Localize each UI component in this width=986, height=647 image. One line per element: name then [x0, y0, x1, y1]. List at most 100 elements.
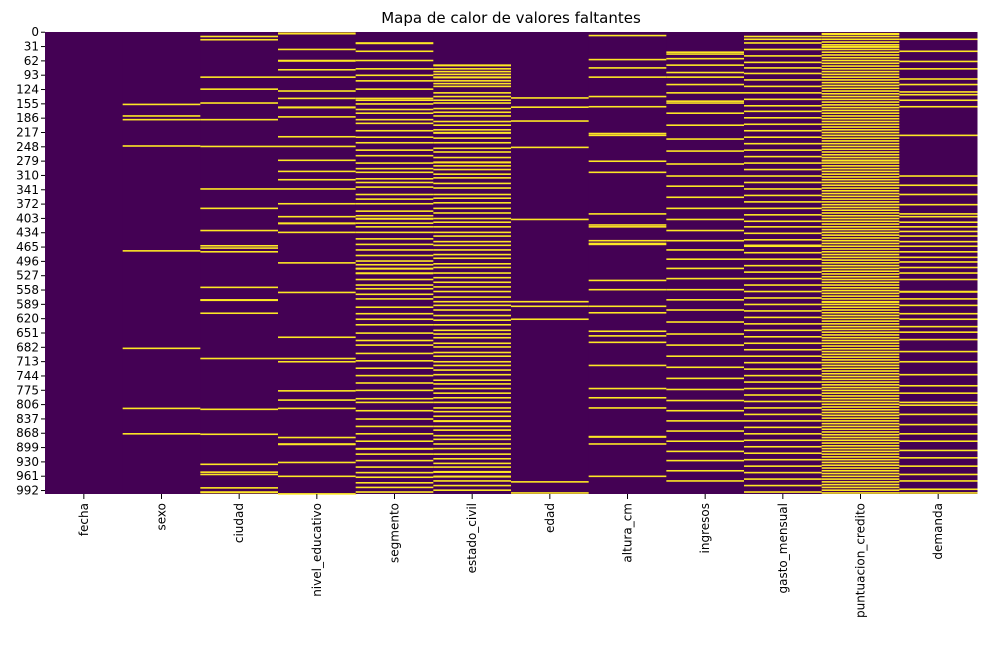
missing-cell [588, 341, 667, 344]
heatmap-column-ciudad [200, 32, 279, 494]
missing-cell [744, 348, 823, 351]
missing-cell [821, 433, 900, 436]
missing-cell [899, 230, 978, 233]
missing-cell [821, 309, 900, 311]
missing-cell [821, 289, 900, 292]
missing-cell [433, 429, 512, 431]
missing-cell [666, 102, 745, 104]
missing-cell [899, 134, 978, 137]
missing-cell [355, 425, 434, 428]
missing-cell [821, 395, 900, 397]
missing-cell [821, 411, 900, 414]
missing-cell [821, 331, 900, 333]
missing-cell [821, 420, 900, 422]
missing-cell [744, 129, 823, 132]
y-tick-label: 31 [24, 40, 39, 54]
missing-cell [821, 234, 900, 236]
heatmap-cells [45, 32, 978, 495]
missing-cell [355, 162, 434, 164]
missing-cell [744, 232, 823, 235]
missing-cell [433, 231, 512, 234]
missing-cell [744, 98, 823, 101]
missing-cell [821, 270, 900, 272]
missing-cell [433, 161, 512, 164]
missing-cell [355, 112, 434, 114]
missing-cell [433, 165, 512, 167]
missing-cell [433, 202, 512, 204]
missing-cell [433, 373, 512, 376]
missing-cell [666, 309, 745, 311]
missing-cell [821, 281, 900, 284]
missing-cell [355, 193, 434, 196]
missing-cell [433, 64, 512, 67]
missing-cell [200, 286, 279, 289]
missing-cell [200, 102, 279, 104]
missing-cell [511, 305, 590, 308]
missing-cell [433, 290, 512, 293]
missing-cell [899, 272, 978, 274]
missing-cell [821, 148, 900, 151]
missing-cell [278, 145, 357, 148]
missing-cell [433, 392, 512, 394]
missing-cell [355, 99, 434, 102]
x-tick-label: demanda [931, 503, 945, 560]
missing-cell [899, 184, 978, 187]
missing-cell [899, 291, 978, 293]
missing-cell [821, 126, 900, 128]
missing-cell [433, 235, 512, 237]
missing-cell [588, 475, 667, 478]
missing-cell [821, 79, 900, 81]
y-tick-label: 279 [16, 154, 39, 168]
missing-cell [821, 92, 900, 95]
missing-cell [588, 34, 667, 37]
missing-cell [899, 304, 978, 307]
missing-cell [122, 407, 201, 410]
missing-cell [278, 475, 357, 478]
missing-cell [278, 436, 357, 439]
missing-cell [200, 471, 279, 473]
missing-cell [588, 224, 667, 226]
missing-cell [278, 360, 357, 363]
missing-cell [433, 193, 512, 196]
missing-cell [899, 480, 978, 482]
missing-cell [278, 357, 357, 360]
missing-cell [355, 186, 434, 188]
missing-cell [821, 428, 900, 430]
missing-cell [821, 151, 900, 153]
missing-cell [355, 453, 434, 455]
y-tick-label: 310 [16, 168, 39, 182]
missing-cell [433, 410, 512, 413]
missing-cell [821, 273, 900, 275]
missing-cell [433, 137, 512, 139]
missing-cell [821, 381, 900, 383]
missing-cell [899, 338, 978, 341]
missing-cell [821, 334, 900, 336]
missing-cell [821, 386, 900, 389]
missing-cell [899, 384, 978, 387]
missing-cell [433, 221, 512, 224]
missing-cell [122, 103, 201, 106]
missing-cell [744, 368, 823, 370]
missing-cell [744, 79, 823, 81]
missing-cell [200, 244, 279, 247]
x-tick-label: edad [543, 503, 557, 533]
missing-cell [821, 370, 900, 372]
missing-cell [666, 430, 745, 432]
missing-cell [588, 160, 667, 163]
missing-cell [744, 168, 823, 171]
missing-cell [433, 111, 512, 114]
missing-cell [821, 323, 900, 325]
missing-cell [278, 159, 357, 162]
missing-cell [899, 50, 978, 53]
missing-cell [744, 188, 823, 190]
y-tick-label: 992 [16, 484, 39, 498]
missing-cell [433, 323, 512, 326]
missing-cell [433, 129, 512, 131]
missing-cell [355, 260, 434, 262]
missing-cell [744, 316, 823, 319]
missing-cell [899, 245, 978, 248]
missing-cell [821, 81, 900, 84]
missing-cell [588, 76, 667, 78]
missing-cell [588, 305, 667, 308]
missing-cell [355, 374, 434, 377]
